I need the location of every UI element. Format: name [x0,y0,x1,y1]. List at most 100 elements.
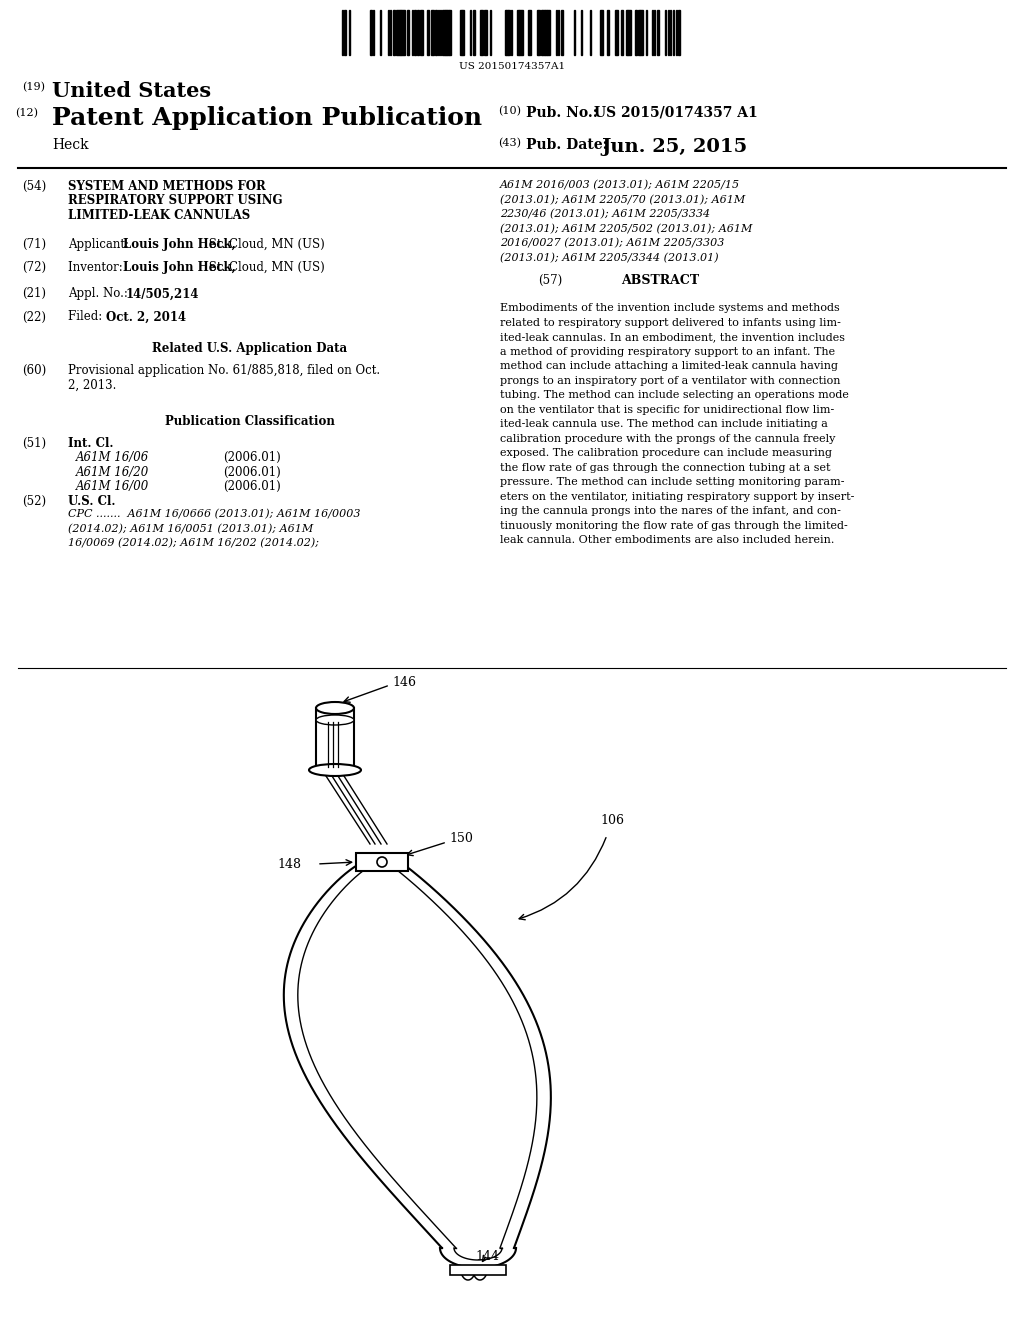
Text: (57): (57) [538,275,562,288]
Bar [442,11,445,55]
Bar [356,853,408,871]
Bar [473,11,475,55]
Bar [435,11,437,55]
Text: related to respiratory support delivered to infants using lim-: related to respiratory support delivered… [500,318,841,327]
Text: pressure. The method can include setting monitoring param-: pressure. The method can include setting… [500,478,845,487]
Text: (2013.01); A61M 2205/3344 (2013.01): (2013.01); A61M 2205/3344 (2013.01) [500,252,719,263]
Text: Pub. Date:: Pub. Date: [526,139,608,152]
Text: eters on the ventilator, initiating respiratory support by insert-: eters on the ventilator, initiating resp… [500,492,854,502]
Text: 16/0069 (2014.02); A61M 16/202 (2014.02);: 16/0069 (2014.02); A61M 16/202 (2014.02)… [68,539,319,549]
Text: 146: 146 [392,676,416,689]
Text: CPC .......  A61M 16/0666 (2013.01); A61M 16/0003: CPC ....... A61M 16/0666 (2013.01); A61M… [68,510,360,520]
Text: Embodiments of the invention include systems and methods: Embodiments of the invention include sys… [500,304,840,313]
Bar [420,11,423,55]
Text: Provisional application No. 61/885,818, filed on Oct.: Provisional application No. 61/885,818, … [68,364,380,378]
Text: Inventor:: Inventor: [68,261,134,275]
Bar [449,11,451,55]
Bar [401,11,406,55]
Text: A61M 2016/003 (2013.01); A61M 2205/15: A61M 2016/003 (2013.01); A61M 2205/15 [500,180,740,190]
Text: 2, 2013.: 2, 2013. [68,379,117,392]
Text: Patent Application Publication: Patent Application Publication [52,106,482,129]
Text: Int. Cl.: Int. Cl. [68,437,114,450]
Text: (43): (43) [498,139,521,148]
Text: RESPIRATORY SUPPORT USING: RESPIRATORY SUPPORT USING [68,194,283,207]
Text: Jun. 25, 2015: Jun. 25, 2015 [601,139,748,156]
Text: Oct. 2, 2014: Oct. 2, 2014 [106,310,186,323]
Text: (10): (10) [498,106,521,116]
Bar [508,11,510,55]
Text: Appl. No.:: Appl. No.: [68,288,135,300]
Text: Heck: Heck [52,139,89,152]
Text: (2006.01): (2006.01) [223,466,281,479]
Text: (52): (52) [22,495,46,508]
Bar [344,11,346,55]
Text: Applicant:: Applicant: [68,238,136,251]
Text: method can include attaching a limited-leak cannula having: method can include attaching a limited-l… [500,362,838,371]
Text: (12): (12) [15,108,38,119]
Text: (2014.02); A61M 16/0051 (2013.01); A61M: (2014.02); A61M 16/0051 (2013.01); A61M [68,524,313,535]
Text: 144: 144 [475,1250,499,1263]
Text: ing the cannula prongs into the nares of the infant, and con-: ing the cannula prongs into the nares of… [500,507,841,516]
Bar [417,11,419,55]
Text: (21): (21) [22,288,46,300]
Bar [542,11,545,55]
Text: A61M 16/06: A61M 16/06 [76,451,150,465]
Text: US 2015/0174357 A1: US 2015/0174357 A1 [594,106,758,120]
Text: a method of providing respiratory support to an infant. The: a method of providing respiratory suppor… [500,347,836,356]
Text: (19): (19) [22,82,45,92]
Ellipse shape [316,715,354,725]
Text: Louis John Heck,: Louis John Heck, [123,238,236,251]
Text: LIMITED-LEAK CANNULAS: LIMITED-LEAK CANNULAS [68,209,250,222]
Text: tinuously monitoring the flow rate of gas through the limited-: tinuously monitoring the flow rate of ga… [500,521,848,531]
Text: (60): (60) [22,364,46,378]
Text: (51): (51) [22,437,46,450]
Bar [628,11,631,55]
Bar [621,11,623,55]
Bar [640,11,643,55]
Text: St. Cloud, MN (US): St. Cloud, MN (US) [205,238,325,251]
Bar [427,11,429,55]
Text: A61M 16/20: A61M 16/20 [76,466,150,479]
Text: (2006.01): (2006.01) [223,451,281,465]
Text: 2016/0027 (2013.01); A61M 2205/3303: 2016/0027 (2013.01); A61M 2205/3303 [500,238,724,248]
Bar [447,11,449,55]
Text: 106: 106 [600,813,624,826]
Bar [460,11,462,55]
Bar [396,11,400,55]
Bar [517,11,519,55]
Bar [600,11,603,55]
Text: ited-leak cannula use. The method can include initiating a: ited-leak cannula use. The method can in… [500,420,827,429]
Bar [484,11,487,55]
Bar [528,11,531,55]
Text: Related U.S. Application Data: Related U.S. Application Data [153,342,347,355]
Text: the flow rate of gas through the connection tubing at a set: the flow rate of gas through the connect… [500,463,830,473]
Bar [393,11,395,55]
Text: (71): (71) [22,238,46,251]
Text: exposed. The calibration procedure can include measuring: exposed. The calibration procedure can i… [500,449,831,458]
Bar [538,11,540,55]
Bar [431,11,434,55]
Text: ited-leak cannulas. In an embodiment, the invention includes: ited-leak cannulas. In an embodiment, th… [500,333,845,342]
Text: Pub. No.:: Pub. No.: [526,106,598,120]
Text: 150: 150 [449,833,473,846]
Bar [615,11,618,55]
Text: (2013.01); A61M 2205/502 (2013.01); A61M: (2013.01); A61M 2205/502 (2013.01); A61M [500,223,753,234]
Circle shape [377,857,387,867]
Bar [657,11,659,55]
Text: SYSTEM AND METHODS FOR: SYSTEM AND METHODS FOR [68,180,266,193]
Text: (22): (22) [22,310,46,323]
Text: on the ventilator that is specific for unidirectional flow lim-: on the ventilator that is specific for u… [500,405,835,414]
Bar [370,11,372,55]
Text: ABSTRACT: ABSTRACT [621,275,699,288]
Bar [547,11,550,55]
Text: U.S. Cl.: U.S. Cl. [68,495,116,508]
Bar [316,708,354,770]
Text: A61M 16/00: A61M 16/00 [76,480,150,494]
Bar [480,11,483,55]
Bar [450,1265,506,1275]
Ellipse shape [316,702,354,714]
Bar [414,11,416,55]
Text: (2006.01): (2006.01) [223,480,281,494]
Text: Publication Classification: Publication Classification [165,414,335,428]
Bar [506,11,508,55]
